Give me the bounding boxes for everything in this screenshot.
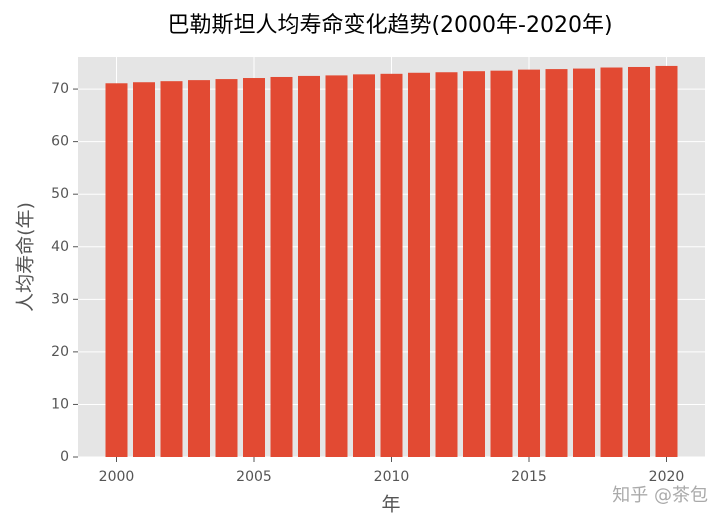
y-tick-label: 10: [51, 396, 69, 412]
bar: [325, 75, 348, 457]
bar: [573, 68, 595, 458]
bar: [628, 66, 650, 457]
bar: [160, 81, 183, 457]
bar: [133, 82, 155, 458]
x-tick-label: 2020: [649, 469, 685, 485]
x-tick-label: 2000: [99, 469, 135, 485]
bar: [380, 73, 403, 457]
x-tick-label: 2005: [236, 469, 272, 485]
bar: [243, 78, 265, 457]
x-axis-label: 年: [381, 494, 400, 516]
y-tick-label: 0: [60, 449, 69, 465]
watermark: 知乎 @茶包: [612, 485, 708, 506]
x-tick-label: 2015: [511, 469, 547, 485]
bar: [353, 74, 375, 458]
y-tick-label: 50: [51, 186, 69, 202]
bar: [545, 69, 568, 457]
y-axis-label: 人均寿命(年): [15, 202, 37, 312]
bar: [600, 67, 623, 457]
bar: [188, 80, 210, 457]
bar: [298, 75, 320, 457]
chart-title: 巴勒斯坦人均寿命变化趋势(2000年-2020年): [167, 13, 612, 38]
bar: [105, 83, 128, 457]
bar: [215, 79, 238, 457]
bar: [270, 76, 293, 457]
y-tick-label: 70: [51, 81, 69, 97]
bar: [518, 69, 540, 457]
bar: [655, 65, 678, 457]
y-tick-label: 60: [51, 134, 69, 150]
y-tick-label: 20: [51, 344, 69, 360]
bar: [490, 70, 513, 457]
bar: [435, 72, 458, 457]
bar: [463, 71, 485, 457]
bar: [408, 72, 430, 457]
y-tick-label: 40: [51, 239, 69, 255]
y-tick-label: 30: [51, 291, 69, 307]
x-tick-label: 2010: [374, 469, 410, 485]
